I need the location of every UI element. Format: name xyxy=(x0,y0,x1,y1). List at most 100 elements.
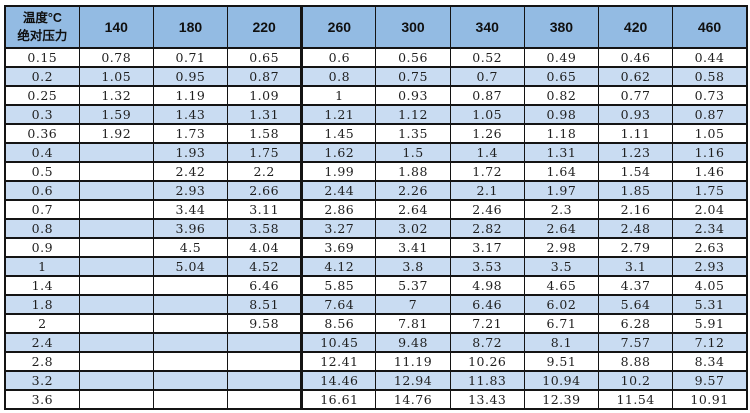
table-cell: 12.94 xyxy=(375,370,451,391)
row-label: 0.25 xyxy=(4,85,80,106)
column-header-300: 300 xyxy=(375,5,451,49)
table-row: 0.25 1.32 1.19 1.09 1 0.93 0.87 0.82 0.77 0.73 xyxy=(4,85,748,106)
table-cell: 1.19 xyxy=(152,85,229,106)
table-cell xyxy=(78,389,154,410)
table-cell: 3.8 xyxy=(375,256,451,277)
table-cell: 6.71 xyxy=(523,313,600,334)
table-cell: 1.21 xyxy=(300,104,377,125)
table-cell xyxy=(227,389,303,410)
table-cell: 5.91 xyxy=(672,313,748,334)
table-cell: 2.42 xyxy=(152,161,229,182)
table-row: 0.5 2.42 2.2 1.99 1.88 1.72 1.64 1.54 1.46 xyxy=(4,161,748,182)
table-cell: 2.86 xyxy=(300,199,377,220)
table-cell: 4.65 xyxy=(523,275,600,296)
table-cell: 2.82 xyxy=(449,218,525,239)
column-header-380: 380 xyxy=(523,5,600,49)
table-cell: 11.83 xyxy=(449,370,525,391)
table-cell: 1.75 xyxy=(227,142,303,163)
table-cell: 1.05 xyxy=(78,66,154,87)
row-label: 0.5 xyxy=(4,161,80,182)
table-cell: 8.51 xyxy=(227,294,303,315)
table-cell xyxy=(78,370,154,391)
table-cell: 6.46 xyxy=(227,275,303,296)
row-label: 2.4 xyxy=(4,332,80,353)
table-cell: 1.75 xyxy=(672,180,748,201)
row-label: 1.4 xyxy=(4,275,80,296)
table-cell: 2.93 xyxy=(152,180,229,201)
table-row: 2.8 12.41 11.19 10.26 9.51 8.88 8.34 xyxy=(4,351,748,372)
table-cell: 7 xyxy=(375,294,451,315)
table-cell: 2.44 xyxy=(300,180,377,201)
table-row: 0.7 3.44 3.11 2.86 2.64 2.46 2.3 2.16 2.04 xyxy=(4,199,748,220)
table-cell: 0.71 xyxy=(152,47,229,68)
row-label: 3.6 xyxy=(4,389,80,410)
row-label: 0.9 xyxy=(4,237,80,258)
table-cell: 10.45 xyxy=(300,332,377,353)
table-row: 0.4 1.93 1.75 1.62 1.5 1.4 1.31 1.23 1.16 xyxy=(4,142,748,163)
table-cell: 1.12 xyxy=(375,104,451,125)
row-label: 3.2 xyxy=(4,370,80,391)
table-cell: 11.19 xyxy=(375,351,451,372)
table-cell: 9.48 xyxy=(375,332,451,353)
column-header-140: 140 xyxy=(78,5,154,49)
table-cell: 1.58 xyxy=(227,123,303,144)
table-cell xyxy=(152,275,229,296)
table-row: 1 5.04 4.52 4.12 3.8 3.53 3.5 3.1 2.93 xyxy=(4,256,748,277)
table-cell: 0.93 xyxy=(597,104,674,125)
table-cell: 0.6 xyxy=(300,47,377,68)
table-cell: 1.05 xyxy=(449,104,525,125)
table-cell: 2.66 xyxy=(227,180,303,201)
table-cell: 14.46 xyxy=(300,370,377,391)
table-cell xyxy=(78,199,154,220)
table-cell xyxy=(152,351,229,372)
table-cell: 4.37 xyxy=(597,275,674,296)
table-cell: 2.1 xyxy=(449,180,525,201)
table-cell: 1.43 xyxy=(152,104,229,125)
table-cell: 3.1 xyxy=(597,256,674,277)
table-cell: 2.98 xyxy=(523,237,600,258)
table-cell: 1.73 xyxy=(152,123,229,144)
table-cell: 8.34 xyxy=(672,351,748,372)
table-cell: 4.05 xyxy=(672,275,748,296)
table-cell: 0.77 xyxy=(597,85,674,106)
table-cell: 1.16 xyxy=(672,142,748,163)
table-cell: 0.58 xyxy=(672,66,748,87)
table-cell: 6.28 xyxy=(597,313,674,334)
row-label: 2.8 xyxy=(4,351,80,372)
table-cell: 7.12 xyxy=(672,332,748,353)
table-cell: 0.75 xyxy=(375,66,451,87)
table-cell: 2.04 xyxy=(672,199,748,220)
table-cell: 6.46 xyxy=(449,294,525,315)
table-cell: 1.23 xyxy=(597,142,674,163)
table-cell xyxy=(78,351,154,372)
table-cell: 10.91 xyxy=(672,389,748,410)
table-cell: 1.5 xyxy=(375,142,451,163)
table-cell: 5.31 xyxy=(672,294,748,315)
table-row: 2.4 10.45 9.48 8.72 8.1 7.57 7.12 xyxy=(4,332,748,353)
table-cell: 8.72 xyxy=(449,332,525,353)
table-cell: 2.16 xyxy=(597,199,674,220)
table-cell: 1.62 xyxy=(300,142,377,163)
table-cell: 4.98 xyxy=(449,275,525,296)
table-cell xyxy=(152,370,229,391)
row-label: 0.6 xyxy=(4,180,80,201)
table-row: 0.9 4.5 4.04 3.69 3.41 3.17 2.98 2.79 2.63 xyxy=(4,237,748,258)
table-cell: 0.62 xyxy=(597,66,674,87)
table-cell: 4.12 xyxy=(300,256,377,277)
table-cell: 2.64 xyxy=(523,218,600,239)
table-cell: 7.64 xyxy=(300,294,377,315)
table-cell: 9.58 xyxy=(227,313,303,334)
table-cell: 8.56 xyxy=(300,313,377,334)
table-cell: 0.44 xyxy=(672,47,748,68)
table-cell: 4.5 xyxy=(152,237,229,258)
table-cell xyxy=(78,294,154,315)
column-header-260: 260 xyxy=(300,5,377,49)
table-cell: 5.64 xyxy=(597,294,674,315)
table-row: 2 9.58 8.56 7.81 7.21 6.71 6.28 5.91 xyxy=(4,313,748,334)
table-cell: 1.18 xyxy=(523,123,600,144)
table-cell: 3.5 xyxy=(523,256,600,277)
table-cell: 1.85 xyxy=(597,180,674,201)
table-cell: 1.45 xyxy=(300,123,377,144)
table-cell: 1.09 xyxy=(227,85,303,106)
table-row: 3.6 16.61 14.76 13.43 12.39 11.54 10.91 xyxy=(4,389,748,410)
